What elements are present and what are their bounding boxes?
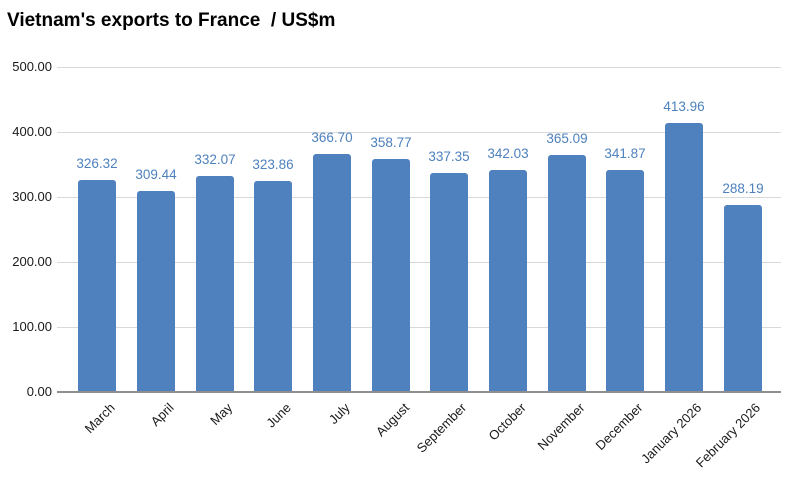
x-category-label: July bbox=[325, 400, 353, 427]
y-tick-label: 0.00 bbox=[26, 384, 52, 399]
bar bbox=[430, 173, 468, 392]
bar-value-label: 337.35 bbox=[428, 149, 470, 164]
gridline bbox=[57, 327, 781, 328]
bar bbox=[254, 181, 292, 392]
x-category-label: November bbox=[534, 400, 588, 454]
bar bbox=[606, 170, 644, 392]
x-category-label: March bbox=[81, 400, 118, 437]
bar bbox=[548, 155, 586, 392]
x-category-label: August bbox=[372, 400, 412, 440]
bar-value-label: 366.70 bbox=[311, 130, 353, 145]
bar-value-label: 358.77 bbox=[370, 135, 412, 150]
bar bbox=[196, 176, 234, 392]
y-tick-label: 500.00 bbox=[12, 59, 52, 74]
bar-value-label: 326.32 bbox=[76, 156, 118, 171]
bar-value-label: 323.86 bbox=[252, 157, 294, 172]
bar bbox=[313, 154, 351, 392]
bar-value-label: 365.09 bbox=[546, 131, 588, 146]
bar bbox=[78, 180, 116, 392]
x-category-label: October bbox=[485, 400, 529, 444]
x-category-label: December bbox=[592, 400, 646, 454]
gridline bbox=[57, 67, 781, 68]
bar-value-label: 341.87 bbox=[604, 146, 646, 161]
gridline bbox=[57, 262, 781, 263]
y-tick-label: 300.00 bbox=[12, 189, 52, 204]
y-tick-label: 100.00 bbox=[12, 319, 52, 334]
bar bbox=[665, 123, 703, 392]
bar-value-label: 332.07 bbox=[194, 152, 236, 167]
bar-value-label: 342.03 bbox=[487, 146, 529, 161]
chart-title: Vietnam's exports to France / US$m bbox=[7, 10, 336, 31]
x-category-label: June bbox=[263, 400, 294, 431]
gridline bbox=[57, 197, 781, 198]
y-tick-label: 400.00 bbox=[12, 124, 52, 139]
x-category-label: May bbox=[207, 400, 236, 428]
x-axis-line bbox=[57, 391, 781, 393]
bar-value-label: 413.96 bbox=[663, 99, 705, 114]
bar-value-label: 288.19 bbox=[722, 181, 764, 196]
y-tick-label: 200.00 bbox=[12, 254, 52, 269]
bar bbox=[372, 159, 410, 392]
bar-value-label: 309.44 bbox=[135, 167, 177, 182]
gridline bbox=[57, 132, 781, 133]
bar bbox=[489, 170, 527, 392]
x-category-label: September bbox=[414, 400, 470, 456]
bar bbox=[724, 205, 762, 392]
x-category-label: April bbox=[147, 400, 177, 430]
bar bbox=[137, 191, 175, 392]
